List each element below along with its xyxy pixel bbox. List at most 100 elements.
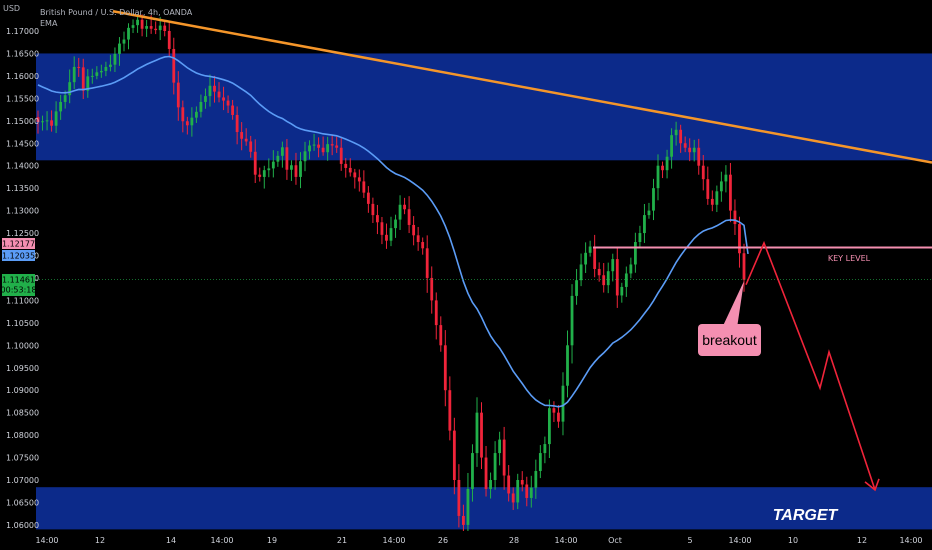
price-axis[interactable]: 1.17000 1.16500 1.16000 1.15500 1.15000 1.145…	[0, 0, 39, 531]
candle-body	[493, 453, 497, 480]
price-tick-label: 1.15000	[6, 117, 39, 126]
candle-body	[158, 25, 162, 31]
candle-body	[462, 515, 465, 525]
time-tick-label: 26	[438, 536, 448, 545]
candle-body	[172, 48, 176, 83]
candle-body	[588, 246, 592, 253]
candle-body	[538, 453, 542, 472]
time-axis[interactable]: 14:00 12 14 14:00 19 21 14:00 26 28 14:00 Oct 5 14:0…	[0, 531, 932, 550]
time-tick-label: 21	[337, 536, 347, 545]
candle-body	[471, 453, 474, 489]
candle-body	[421, 242, 425, 249]
candle-body	[679, 129, 683, 144]
candle-body	[262, 170, 266, 177]
candle-body	[131, 25, 135, 28]
candle-body	[466, 488, 470, 525]
candle-body	[235, 114, 239, 133]
candle-body	[371, 203, 375, 216]
candle-body	[271, 161, 275, 169]
time-tick-label: 14:00	[554, 536, 577, 545]
candle-body	[258, 174, 262, 177]
candle-body	[620, 286, 624, 296]
resistance-trendline	[112, 10, 932, 164]
candle-body	[109, 64, 112, 67]
candle-body	[615, 259, 619, 296]
candle-body	[326, 144, 330, 153]
candle-body	[633, 242, 637, 265]
price-tick-label: 1.08500	[6, 409, 39, 418]
candle-body	[226, 100, 230, 106]
candle-body	[688, 147, 692, 153]
projection-arrowhead	[864, 478, 880, 492]
candle-body	[204, 96, 207, 102]
candle-body	[733, 210, 737, 225]
price-tick-label: 1.09000	[6, 386, 39, 395]
candle-body	[457, 480, 461, 516]
candle-body	[570, 295, 574, 346]
price-tick-label: 1.09500	[6, 364, 39, 373]
candle-body	[652, 188, 655, 211]
candle-body	[194, 111, 198, 118]
candle-body	[276, 155, 280, 162]
candle-body	[72, 66, 76, 83]
price-tick-label: 1.16500	[6, 49, 39, 58]
candle-body	[50, 120, 53, 126]
candle-body	[362, 181, 366, 193]
candle-body	[566, 345, 569, 386]
candle-body	[638, 233, 642, 243]
breakout-label: breakout	[702, 332, 757, 348]
candle-body	[145, 26, 149, 29]
candle-body	[656, 165, 660, 189]
candle-body	[199, 101, 203, 112]
price-tick-label: 1.15500	[6, 94, 39, 103]
breakout-pointer	[722, 281, 744, 328]
candle-body	[163, 25, 167, 31]
candle-body	[543, 444, 547, 454]
candle-body	[339, 147, 343, 164]
time-tick-label: 14:00	[728, 536, 751, 545]
candle-body	[661, 165, 664, 171]
candle-body	[330, 144, 334, 146]
candle-body	[136, 19, 139, 26]
candle-body	[59, 101, 63, 112]
time-tick-label: 5	[687, 536, 692, 545]
candle-body	[41, 121, 44, 123]
candle-body	[267, 168, 271, 171]
candle-body	[317, 144, 320, 148]
candle-body	[606, 271, 610, 286]
candle-body	[683, 143, 687, 148]
candle-body	[36, 117, 40, 123]
candle-body	[385, 234, 388, 241]
candle-body	[692, 147, 696, 153]
candle-body	[484, 457, 488, 489]
candle-body	[140, 19, 144, 29]
candle-body	[534, 471, 538, 488]
candle-body	[489, 480, 492, 489]
candle-body	[285, 147, 289, 170]
candle-body	[430, 277, 434, 301]
key-level-price: 1.12177	[2, 240, 35, 249]
candle-body	[280, 147, 284, 156]
time-tick-label: 14:00	[35, 536, 58, 545]
candle-body	[357, 177, 361, 182]
target-zone	[36, 487, 932, 530]
ema-price: 1.12035	[2, 252, 35, 261]
time-tick-label: 14	[166, 536, 176, 545]
candle-body	[520, 480, 524, 485]
candle-body	[308, 145, 311, 152]
lines-layer	[36, 10, 932, 492]
candles-layer	[36, 14, 746, 531]
candle-body	[312, 144, 316, 146]
candle-body	[602, 275, 606, 286]
candle-body	[498, 439, 502, 454]
candle-body	[217, 91, 221, 98]
key-level-tag	[2, 238, 35, 249]
candle-body	[45, 120, 49, 122]
price-tick-label: 1.10500	[6, 319, 39, 328]
price-tick-label: 1.06500	[6, 498, 39, 507]
candle-body	[253, 151, 257, 175]
candle-body	[113, 53, 117, 65]
candle-body	[611, 259, 615, 272]
candle-body	[624, 273, 628, 287]
